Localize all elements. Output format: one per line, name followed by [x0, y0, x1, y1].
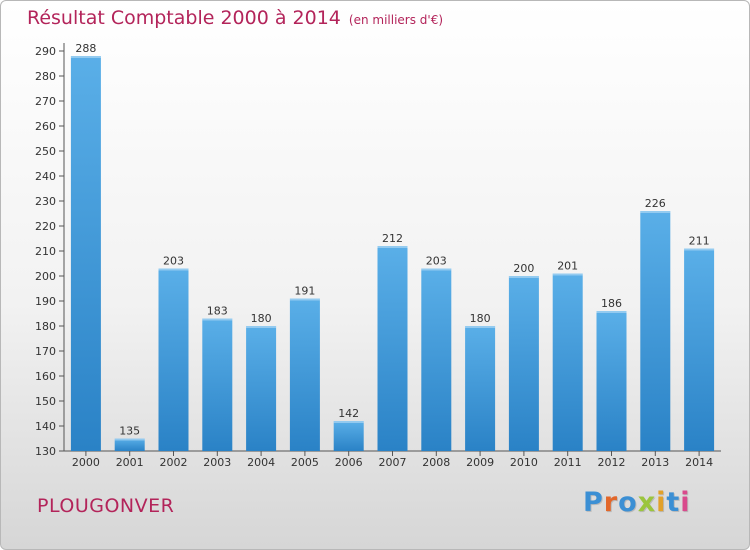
- value-label: 191: [294, 285, 315, 298]
- bar-highlight: [377, 246, 408, 248]
- place-name: PLOUGONVER: [37, 495, 175, 517]
- bar-highlight: [333, 421, 364, 423]
- value-label: 180: [470, 312, 491, 325]
- y-tick-label: 290: [35, 45, 56, 58]
- value-label: 186: [601, 297, 622, 310]
- y-tick-label: 160: [35, 370, 56, 383]
- bar-2009: [465, 326, 496, 451]
- bar-2000: [70, 56, 101, 451]
- bars: [70, 56, 715, 451]
- logo-letter: o: [618, 487, 638, 518]
- bar-2003: [202, 318, 233, 451]
- value-label: 200: [513, 262, 534, 275]
- y-tick-label: 190: [35, 295, 56, 308]
- y-tick-label: 250: [35, 145, 56, 158]
- value-label: 201: [557, 260, 578, 273]
- bar-highlight: [684, 248, 715, 251]
- y-tick-label: 230: [35, 195, 56, 208]
- x-tick-label: 2012: [598, 456, 626, 469]
- bar-highlight: [421, 268, 452, 271]
- y-tick-label: 200: [35, 270, 56, 283]
- value-label: 142: [338, 407, 359, 420]
- bar-highlight: [465, 326, 496, 328]
- x-tick-label: 2001: [116, 456, 144, 469]
- x-tick-label: 2014: [685, 456, 713, 469]
- x-tick-label: 2010: [510, 456, 538, 469]
- bar-2005: [289, 298, 320, 451]
- bar-2013: [640, 211, 671, 451]
- labels: 288 2000 135 2001 203 2002 183 2003 180 2004 191 20…: [72, 42, 713, 469]
- logo-letter: t: [666, 487, 681, 518]
- y-tick-label: 260: [35, 120, 56, 133]
- x-tick-label: 2004: [247, 456, 275, 469]
- bar-highlight: [70, 56, 101, 58]
- bar-2011: [552, 273, 583, 451]
- bar-highlight: [596, 311, 627, 313]
- x-tick-label: 2007: [379, 456, 407, 469]
- y-tick-label: 240: [35, 170, 56, 183]
- y-tick-label: 270: [35, 95, 56, 108]
- bar-highlight: [508, 276, 539, 278]
- value-label: 180: [251, 312, 272, 325]
- logo-letter: P: [583, 487, 604, 518]
- bar-highlight: [289, 298, 320, 301]
- value-label: 203: [426, 255, 447, 268]
- y-tick-label: 130: [35, 445, 56, 458]
- bar-highlight: [640, 211, 671, 213]
- chart-title: Résultat Comptable 2000 à 2014 (en millie…: [27, 7, 443, 29]
- bar-2012: [596, 311, 627, 451]
- x-tick-label: 2005: [291, 456, 319, 469]
- value-label: 211: [689, 235, 710, 248]
- logo-letter: r: [603, 487, 619, 518]
- x-tick-label: 2002: [160, 456, 188, 469]
- y-tick-label: 220: [35, 220, 56, 233]
- y-tick-label: 280: [35, 70, 56, 83]
- bar-2002: [158, 268, 189, 451]
- x-tick-label: 2013: [641, 456, 669, 469]
- x-tick-label: 2000: [72, 456, 100, 469]
- bar-highlight: [552, 273, 583, 276]
- value-label: 288: [75, 42, 96, 55]
- bar-2004: [246, 326, 277, 451]
- bar-2006: [333, 421, 364, 451]
- value-label: 226: [645, 197, 666, 210]
- value-label: 212: [382, 232, 403, 245]
- logo-letter: x: [637, 487, 657, 518]
- bar-2007: [377, 246, 408, 451]
- y-tick-label: 180: [35, 320, 56, 333]
- bar-highlight: [158, 268, 189, 271]
- bar-highlight: [202, 318, 233, 321]
- y-tick-label: 140: [35, 420, 56, 433]
- x-tick-label: 2011: [554, 456, 582, 469]
- title-text: Résultat Comptable 2000 à 2014: [27, 7, 341, 29]
- proxiti-logo: Proxiti: [583, 487, 691, 518]
- bar-2014: [684, 248, 715, 451]
- x-tick-label: 2008: [422, 456, 450, 469]
- x-tick-label: 2009: [466, 456, 494, 469]
- y-tick-label: 150: [35, 395, 56, 408]
- bar-highlight: [246, 326, 277, 328]
- bar-highlight: [114, 438, 145, 441]
- logo-letter: i: [656, 487, 667, 518]
- bar-2001: [114, 438, 145, 451]
- value-label: 135: [119, 425, 140, 438]
- value-label: 203: [163, 255, 184, 268]
- bar-2008: [421, 268, 452, 451]
- y-tick-label: 170: [35, 345, 56, 358]
- value-label: 183: [207, 305, 228, 318]
- x-tick-label: 2003: [203, 456, 231, 469]
- logo-letter: i: [680, 487, 691, 518]
- bar-2010: [508, 276, 539, 451]
- title-unit: (en milliers d'€): [348, 13, 444, 27]
- x-tick-label: 2006: [335, 456, 363, 469]
- y-tick-label: 210: [35, 245, 56, 258]
